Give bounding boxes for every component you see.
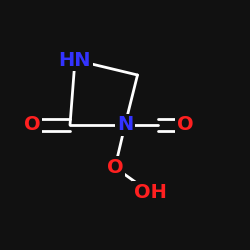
Text: OH: OH bbox=[134, 183, 166, 202]
Text: HN: HN bbox=[59, 50, 91, 70]
Text: O: O bbox=[177, 116, 193, 134]
Text: O: O bbox=[24, 116, 41, 134]
Text: N: N bbox=[117, 116, 133, 134]
Text: O: O bbox=[107, 158, 123, 177]
